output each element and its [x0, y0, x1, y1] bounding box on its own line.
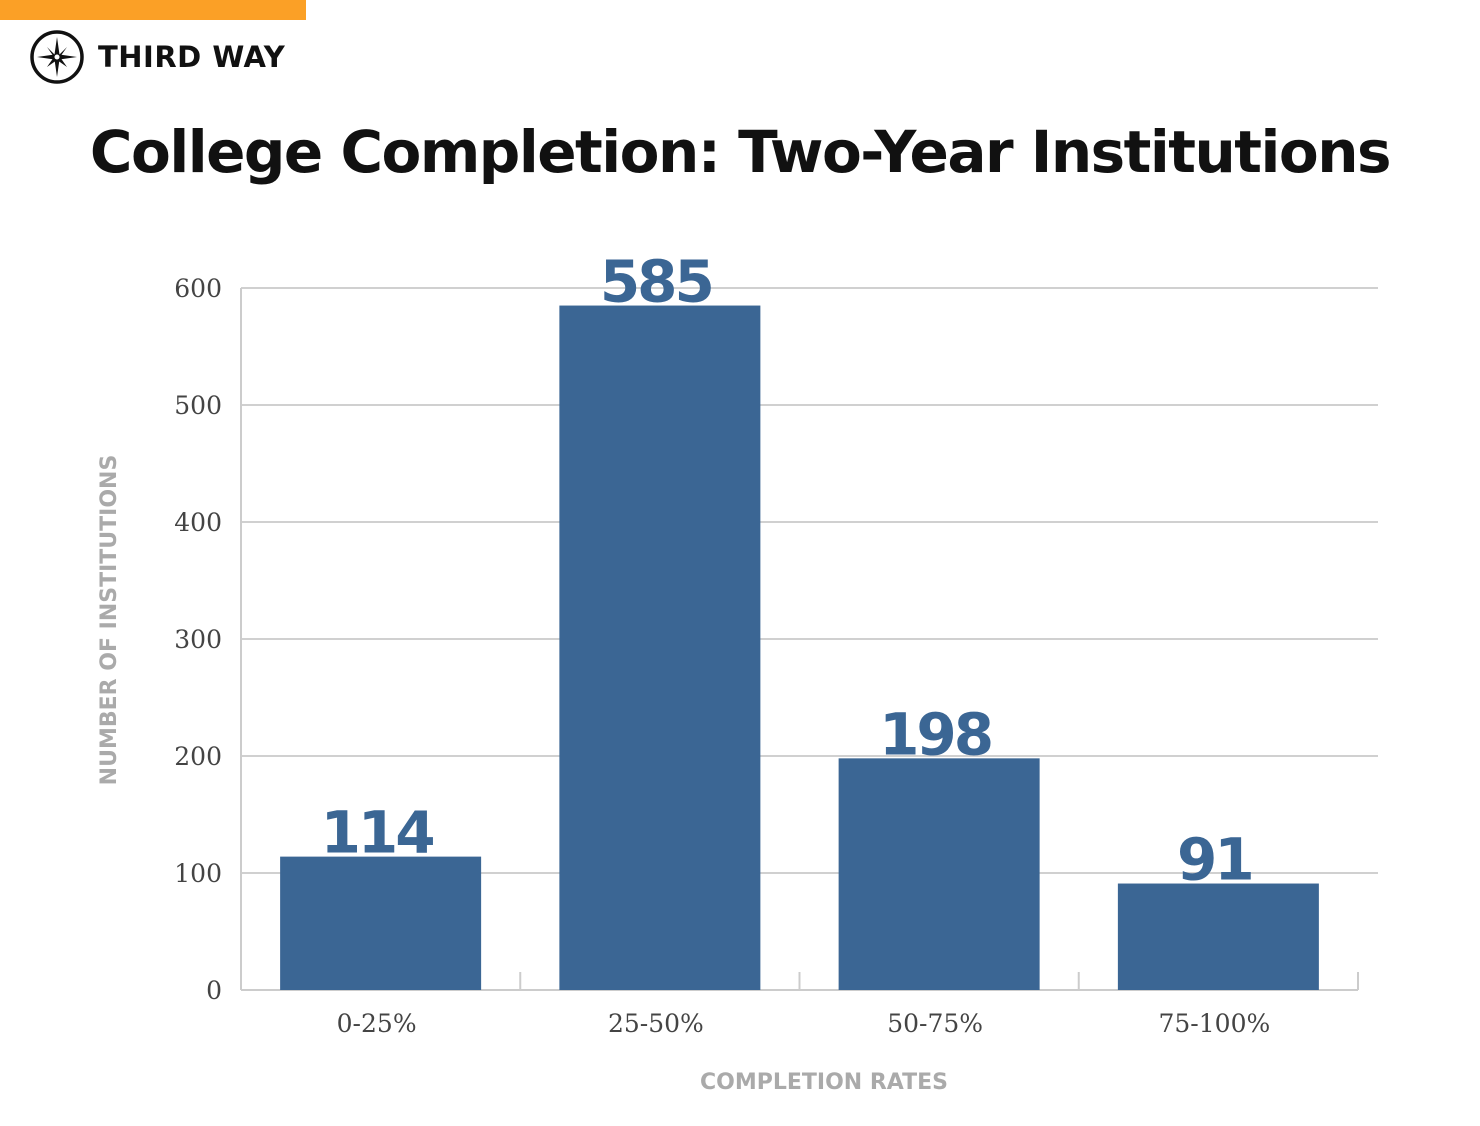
- y-tick-label: 500: [174, 391, 222, 420]
- data-label: 585: [600, 248, 712, 316]
- data-label: 91: [1177, 826, 1252, 894]
- y-axis-title: NUMBER OF INSTITUTIONS: [97, 455, 122, 786]
- compass-star-icon: [30, 30, 84, 84]
- x-axis-title: COMPLETION RATES: [700, 1070, 948, 1095]
- y-tick-label: 200: [174, 742, 222, 771]
- data-label: 114: [321, 799, 434, 867]
- x-tick-label: 50-75%: [887, 1009, 983, 1038]
- y-tick-label: 100: [174, 859, 222, 888]
- bar: [838, 758, 1040, 990]
- bar: [559, 305, 761, 990]
- y-tick-label: 0: [206, 976, 222, 1005]
- data-label: 198: [879, 700, 991, 768]
- bar: [1117, 883, 1319, 990]
- x-tick-label: 0-25%: [337, 1009, 417, 1038]
- brand-accent-bar: [0, 0, 306, 20]
- x-tick-label: 25-50%: [608, 1009, 704, 1038]
- y-tick-label: 400: [174, 508, 222, 537]
- x-tick-label: 75-100%: [1159, 1009, 1271, 1038]
- brand-name: THIRD WAY: [98, 40, 286, 74]
- chart-title: College Completion: Two-Year Institution…: [89, 118, 1392, 186]
- bar: [280, 856, 482, 990]
- y-tick-label: 600: [174, 274, 222, 303]
- y-tick-label: 300: [174, 625, 222, 654]
